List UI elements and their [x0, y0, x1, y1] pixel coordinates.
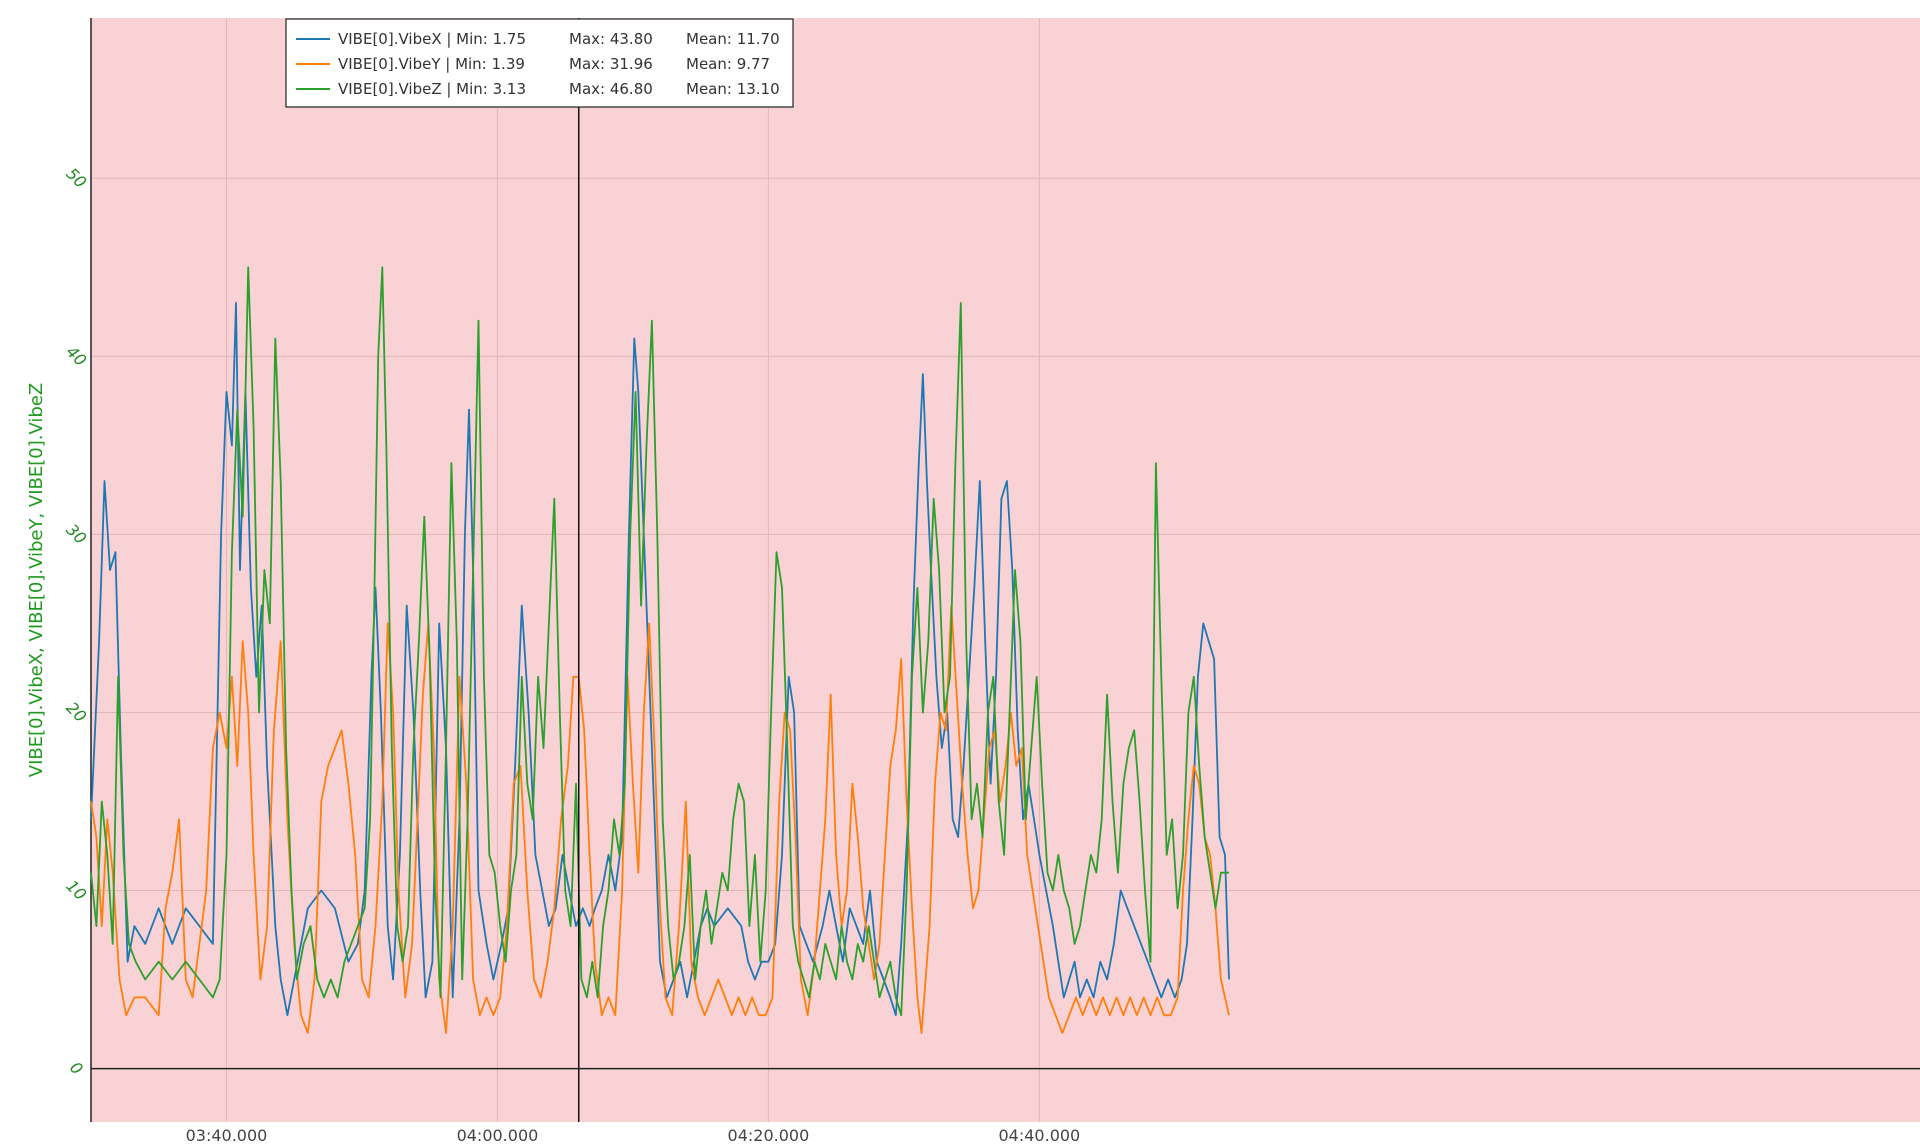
x-tick-label-3: 04:40.000 — [999, 1126, 1081, 1145]
legend-entry-2-0: VIBE[0].VibeZ | Min: 3.13 — [338, 80, 526, 98]
axes — [90, 18, 1920, 1122]
legend-entry-0-2: Mean: 11.70 — [686, 30, 780, 48]
legend-entry-1-2: Mean: 9.77 — [686, 55, 770, 73]
y-tick-label-5: 50 — [62, 164, 90, 192]
legend-entry-1-1: Max: 31.96 — [569, 55, 653, 73]
plot-background — [91, 18, 1920, 1122]
y-tick-label-1: 10 — [62, 876, 90, 904]
legend[interactable]: VIBE[0].VibeX | Min: 1.75 Max: 43.80 Mean:… — [285, 18, 794, 108]
series-layer — [90, 266, 1230, 1034]
legend-entry-2-1: Max: 46.80 — [569, 80, 653, 98]
legend-entry-0-1: Max: 43.80 — [569, 30, 653, 48]
series-line-2[interactable] — [90, 266, 1229, 1017]
x-tick-label-2: 04:20.000 — [728, 1126, 810, 1145]
y-tick-label-2: 20 — [62, 698, 90, 726]
legend-entry-2-2: Mean: 13.10 — [686, 80, 780, 98]
y-axis-label: VIBE[0].VibeX, VIBE[0].VibeY, VIBE[0].Vi… — [26, 383, 47, 778]
series-line-1[interactable] — [90, 604, 1230, 1034]
y-tick-label-4: 40 — [62, 342, 90, 370]
y-tick-label-3: 30 — [62, 520, 90, 548]
legend-box — [285, 18, 794, 108]
y-tick-label-0: 0 — [66, 1058, 87, 1079]
x-axis-ticks: 03:40.000 04:00.000 04:20.000 04:40.000 — [186, 1126, 1081, 1145]
legend-entry-1-0: VIBE[0].VibeY | Min: 1.39 — [338, 55, 525, 73]
x-tick-label-0: 03:40.000 — [186, 1126, 268, 1145]
y-axis-ticks: 0 10 20 30 40 50 — [62, 164, 90, 1079]
x-tick-label-1: 04:00.000 — [457, 1126, 539, 1145]
legend-entry-0-0: VIBE[0].VibeX | Min: 1.75 — [338, 30, 526, 48]
